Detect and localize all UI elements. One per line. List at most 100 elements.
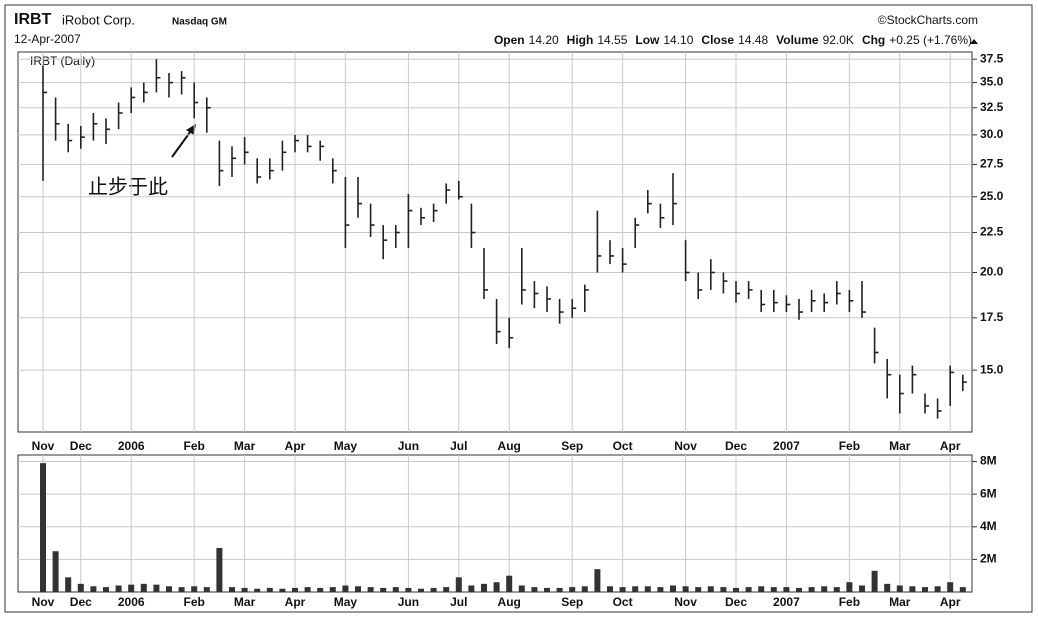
- x-tick-label: Oct: [613, 595, 633, 609]
- volume-bar: [846, 582, 853, 592]
- volume-bar: [934, 586, 941, 592]
- x-tick-label: Mar: [889, 595, 911, 609]
- x-tick-label: 2007: [773, 439, 800, 453]
- x-tick-label: Dec: [70, 439, 92, 453]
- volume-bar: [342, 585, 349, 592]
- volume-bar: [707, 586, 714, 592]
- x-tick-label: Jul: [450, 595, 467, 609]
- volume-bar: [418, 588, 424, 592]
- x-tick-label: Sep: [561, 439, 583, 453]
- y-tick-label: 27.5: [980, 157, 1004, 171]
- stat-value: 14.55: [597, 33, 627, 47]
- volume-bar: [430, 587, 437, 592]
- volume-bar: [909, 586, 916, 592]
- x-tick-label: 2006: [118, 439, 145, 453]
- volume-bar: [405, 587, 412, 592]
- date: 12-Apr-2007: [14, 32, 81, 46]
- source: ©StockCharts.com: [878, 13, 978, 27]
- volume-bar: [254, 588, 261, 592]
- volume-bar: [531, 587, 538, 592]
- y-tick-label: 20.0: [980, 265, 1004, 279]
- volume-bar: [947, 582, 954, 592]
- volume-bar: [443, 587, 450, 592]
- volume-bar: [657, 587, 664, 592]
- annotation: 止步于此: [88, 175, 168, 199]
- volume-bar: [392, 587, 399, 592]
- y-tick-label: 8M: [980, 454, 997, 468]
- volume-bar: [518, 585, 525, 592]
- stat-name: Open: [494, 33, 525, 47]
- y-tick-label: 22.5: [980, 225, 1004, 239]
- x-tick-label: Feb: [839, 595, 860, 609]
- x-tick-label: 2006: [118, 595, 145, 609]
- x-tick-label: Jul: [450, 439, 467, 453]
- volume-bar: [153, 584, 160, 592]
- volume-bar: [695, 587, 702, 592]
- volume-bar: [241, 587, 248, 592]
- x-tick-label: Jun: [398, 595, 419, 609]
- volume-bar: [178, 587, 185, 592]
- stat-name: Close: [701, 33, 734, 47]
- x-tick-label: Nov: [674, 439, 697, 453]
- volume-bar: [632, 586, 639, 592]
- volume-bar: [581, 586, 588, 592]
- x-tick-label: Apr: [940, 595, 961, 609]
- volume-bar: [468, 585, 475, 592]
- volume-bar: [506, 575, 513, 592]
- volume-bar: [77, 583, 84, 592]
- x-tick-label: Oct: [613, 439, 633, 453]
- volume-bar: [279, 588, 286, 592]
- x-tick-label: May: [334, 439, 358, 453]
- volume-bar: [90, 586, 97, 592]
- volume-bar: [896, 585, 903, 592]
- volume-bar: [203, 587, 210, 592]
- x-tick-label: Jun: [398, 439, 419, 453]
- x-tick-label: Mar: [889, 439, 911, 453]
- exchange: Nasdaq GM: [172, 17, 227, 28]
- volume-bar: [758, 586, 765, 592]
- volume-bar: [191, 586, 198, 592]
- volume-bar: [884, 583, 891, 592]
- y-tick-label: 25.0: [980, 189, 1004, 203]
- volume-bar: [355, 586, 361, 592]
- volume-bar: [871, 570, 878, 592]
- arrow-head: [186, 124, 196, 135]
- x-tick-label: Dec: [725, 595, 747, 609]
- volume-bar: [745, 587, 752, 592]
- x-tick-label: Dec: [725, 439, 747, 453]
- x-tick-label: Apr: [940, 439, 961, 453]
- volume-bar: [644, 586, 651, 592]
- x-tick-label: May: [334, 595, 358, 609]
- volume-bar: [733, 587, 739, 592]
- symbol: IRBT: [14, 11, 52, 28]
- volume-bar: [367, 587, 374, 592]
- annotation-bg: [78, 168, 202, 208]
- x-tick-label: Dec: [70, 595, 92, 609]
- volume-bar: [115, 585, 122, 592]
- volume-bar: [292, 587, 298, 592]
- volume-bar: [329, 587, 336, 592]
- volume-bar: [594, 569, 601, 592]
- x-tick-label: Nov: [674, 595, 697, 609]
- volume-bar: [493, 582, 500, 592]
- outer-frame: [4, 4, 1033, 613]
- y-tick-label: 30.0: [980, 127, 1004, 141]
- y-tick-label: 35.0: [980, 75, 1004, 89]
- x-tick-label: 2007: [773, 595, 800, 609]
- x-tick-label: Feb: [839, 439, 860, 453]
- x-tick-label: Mar: [234, 439, 256, 453]
- y-tick-label: 2M: [980, 552, 997, 566]
- x-tick-label: Nov: [32, 595, 55, 609]
- stat-name: Volume: [776, 33, 819, 47]
- volume-bar: [808, 587, 815, 592]
- price-panel: [17, 51, 973, 433]
- volume-bar: [40, 463, 46, 592]
- y-tick-label: 32.5: [980, 100, 1004, 114]
- stat-value: +0.25 (+1.76%): [889, 33, 972, 47]
- volume-bar: [720, 587, 727, 592]
- volume-bar: [544, 587, 550, 592]
- stat-value: 14.20: [529, 33, 559, 47]
- up-arrow: [970, 39, 978, 44]
- y-tick-label: 4M: [980, 519, 997, 533]
- volume-bar: [166, 586, 172, 592]
